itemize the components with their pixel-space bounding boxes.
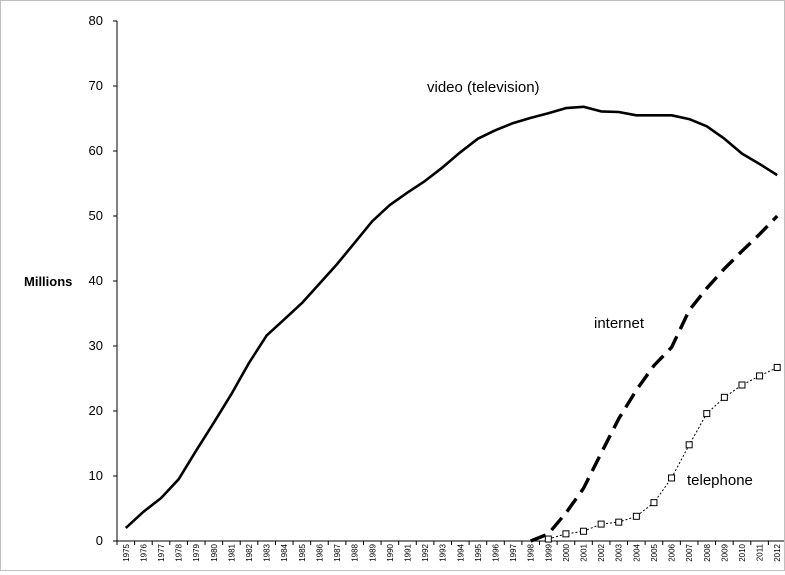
telephone-series-label: telephone (687, 472, 753, 489)
y-tick-label: 30 (89, 338, 103, 353)
telephone-marker (756, 372, 764, 380)
x-tick-label: 1979 (192, 543, 201, 561)
telephone-marker (632, 512, 640, 520)
y-tick-label: 70 (89, 78, 103, 93)
x-tick-label: 1991 (403, 543, 412, 561)
x-tick-label: 1977 (157, 543, 166, 561)
series-lines (124, 105, 781, 543)
y-tick-label: 60 (89, 143, 103, 158)
x-tick-label: 1992 (421, 543, 430, 561)
internet-series-label: internet (594, 315, 645, 332)
x-tick-label: 1994 (456, 543, 465, 561)
x-tick-label: 1984 (280, 543, 289, 561)
x-tick-label: 2008 (703, 543, 712, 561)
telephone-marker (703, 410, 711, 418)
x-tick-label: 2009 (720, 543, 729, 561)
y-tick-label: 80 (89, 13, 103, 28)
x-tick-label: 1997 (509, 543, 518, 561)
series-labels: video (television) internet telephone (427, 79, 753, 489)
axes (113, 20, 785, 545)
x-tick-label: 2006 (668, 543, 677, 561)
y-tick-label: 20 (89, 403, 103, 418)
x-tick-label: 2000 (562, 543, 571, 561)
x-tick-label: 1978 (175, 543, 184, 561)
x-tick-label: 2010 (738, 543, 747, 561)
telephone-marker (580, 527, 588, 535)
x-tick-label: 1996 (492, 543, 501, 561)
y-tick-label: 0 (96, 533, 103, 548)
x-tick-label: 1975 (122, 543, 131, 561)
telephone-marker (597, 520, 605, 528)
y-tick-label: 50 (89, 208, 103, 223)
telephone-marker (562, 530, 570, 538)
x-tick-label: 2001 (580, 543, 589, 561)
x-tick-label: 1990 (386, 543, 395, 561)
x-tick-label: 1989 (368, 543, 377, 561)
x-tick-label: 1987 (333, 543, 342, 561)
x-tick-label: 1995 (474, 543, 483, 561)
y-tick-label: 40 (89, 273, 103, 288)
x-tick-label: 1982 (245, 543, 254, 561)
x-tick-label: 1999 (544, 543, 553, 561)
video-series-label: video (television) (427, 79, 540, 96)
telephone-marker (650, 499, 658, 507)
x-tick-labels: 1975 1976 1977 1978 1979 1980 1981 1982 1983 1984… (122, 543, 782, 561)
x-tick-label: 1993 (439, 543, 448, 561)
x-tick-label: 1986 (315, 543, 324, 561)
telephone-marker (615, 518, 623, 526)
x-tick-label: 1985 (298, 543, 307, 561)
x-tick-label: 1981 (227, 543, 236, 561)
x-tick-label: 1983 (263, 543, 272, 561)
x-tick-label: 2012 (773, 543, 782, 561)
x-tick-label: 2007 (685, 543, 694, 561)
x-tick-label: 1980 (210, 543, 219, 561)
telephone-series-line (548, 367, 778, 540)
telephone-marker (738, 381, 746, 389)
telephone-marker (685, 441, 693, 449)
x-tick-label: 2011 (756, 543, 765, 561)
x-tick-label: 2005 (650, 543, 659, 561)
x-tick-label: 1998 (527, 543, 536, 561)
telephone-marker (773, 363, 781, 371)
x-tick-label: 1976 (139, 543, 148, 561)
x-tick-label: 2003 (615, 543, 624, 561)
internet-series-line (530, 214, 779, 543)
x-tick-label: 2004 (632, 543, 641, 561)
video-series-line (124, 105, 778, 529)
y-tick-label: 10 (89, 468, 103, 483)
x-tick-label: 2002 (597, 543, 606, 561)
telephone-marker (720, 393, 728, 401)
telephone-marker (668, 474, 676, 482)
y-tick-labels: 0 10 20 30 40 50 60 70 80 (89, 13, 103, 548)
x-tick-label: 1988 (351, 543, 360, 561)
telephone-marker (544, 535, 552, 543)
y-axis-label: Millions (24, 274, 72, 289)
